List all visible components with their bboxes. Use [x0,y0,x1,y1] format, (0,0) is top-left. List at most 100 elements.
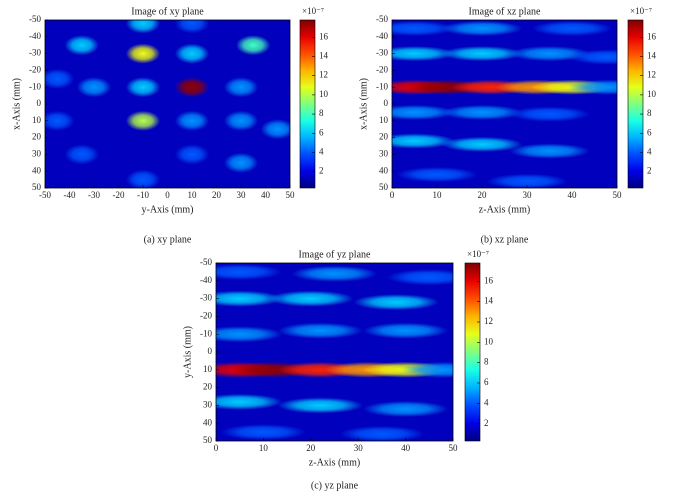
y-tick-label: -40 [200,275,212,285]
heat-spot [125,169,161,188]
x-tick-label: 0 [390,190,395,200]
heat-spot [509,143,590,159]
heat-spot [392,20,455,36]
y-tick-label: 40 [32,165,42,175]
plot-background [392,20,617,188]
chart-title: Image of xz plane [469,6,541,17]
x-tick-label: 40 [401,443,411,453]
y-axis-label: x-Axis (mm) [11,78,22,130]
heat-spot [277,322,363,339]
colorbar-tick-label: 8 [647,108,652,118]
heat-spot [216,290,283,307]
caption: (c) yz plane [311,480,359,491]
y-tick-label: -20 [200,310,212,320]
colorbar-tick-label: 6 [647,127,652,137]
x-axis-label: z-Axis (mm) [309,457,360,468]
x-tick-label: 50 [613,190,623,200]
colorbar-tick-label: 12 [484,316,493,326]
heat-spot [174,77,210,98]
colorbar-tick-label: 14 [647,51,657,61]
y-tick-label: 40 [203,417,213,427]
colorbar-tick-label: 6 [319,127,324,137]
x-tick-label: 20 [478,190,488,200]
y-tick-label: -30 [29,48,41,58]
heat-spot [220,424,307,441]
y-tick-label: -10 [29,81,41,91]
colorbar-exponent: ×10⁻⁷ [630,6,652,16]
x-tick-label: -10 [137,190,149,200]
y-tick-label: 10 [32,115,42,125]
heat-spot [441,46,523,62]
heat-spot [441,104,523,120]
colorbar-exponent: ×10⁻⁷ [302,6,324,16]
heat-spot [509,106,590,122]
heat-spot [223,77,259,98]
heat-spot [216,393,283,410]
y-tick-label: 30 [32,148,42,158]
colorbar-tick-label: 2 [484,418,489,428]
y-tick-label: 20 [203,382,213,392]
colorbar-tick-label: 12 [319,70,328,80]
x-tick-label: -30 [88,190,100,200]
heat-spot [64,144,99,165]
heat-spot [174,110,210,131]
heat-spot [64,35,99,56]
colorbar-tick-label: 12 [647,70,656,80]
heat-spot [353,294,439,311]
heat-spot [174,20,210,34]
x-axis-label: z-Axis (mm) [479,204,530,215]
heat-spot [396,167,478,183]
y-tick-label: 40 [379,165,389,175]
x-tick-label: 10 [259,443,269,453]
heat-spot [216,326,283,343]
heat-spot [125,43,161,64]
chart-title: Image of xy plane [131,6,204,17]
heat-spot [125,77,161,98]
x-tick-label: 30 [354,443,364,453]
heat-spot [339,425,425,441]
heat-spot [174,144,210,165]
heat-spot [125,110,161,131]
x-tick-label: -50 [39,190,51,200]
y-tick-label: 0 [37,98,42,108]
y-tick-label: -10 [376,81,388,91]
colorbar-tick-label: 2 [319,166,324,176]
colorbar [627,19,644,189]
x-tick-label: 0 [214,443,219,453]
y-axis-label: x-Axis (mm) [358,78,369,130]
y-tick-label: -30 [376,48,388,58]
colorbar-tick-label: 10 [647,89,657,99]
colorbar-tick-label: 4 [647,147,652,157]
colorbar-tick-label: 16 [484,275,494,285]
x-axis-label: y-Axis (mm) [142,204,194,215]
heat-spot [223,110,259,131]
heat-spot [392,133,455,149]
x-tick-label: 50 [449,443,459,453]
heat-spot [277,397,363,414]
heat-spot [567,79,617,95]
heat-spot [441,136,523,152]
colorbar-tick-label: 16 [319,31,329,41]
colorbar-tick-label: 4 [319,147,324,157]
y-tick-label: -50 [200,257,212,267]
y-tick-label: 10 [203,364,213,374]
heat-spot [392,46,455,62]
heat-spot [362,400,449,417]
colorbar-tick-label: 8 [484,357,489,367]
heat-spot [174,43,210,64]
x-tick-label: 50 [286,190,296,200]
colorbar-tick-label: 2 [647,166,652,176]
heat-spot [76,77,112,98]
y-tick-label: 10 [379,115,389,125]
heat-spot [441,20,523,36]
y-axis-label: y-Axis (mm) [182,326,193,378]
colorbar-exponent: ×10⁻⁷ [467,249,489,259]
heatmap [45,20,290,188]
y-tick-label: -50 [376,14,388,24]
y-tick-label: 30 [203,399,213,409]
heat-spot [392,104,455,120]
colorbar [299,19,316,189]
caption: (a) xy plane [144,234,192,245]
heat-spot [362,322,449,339]
